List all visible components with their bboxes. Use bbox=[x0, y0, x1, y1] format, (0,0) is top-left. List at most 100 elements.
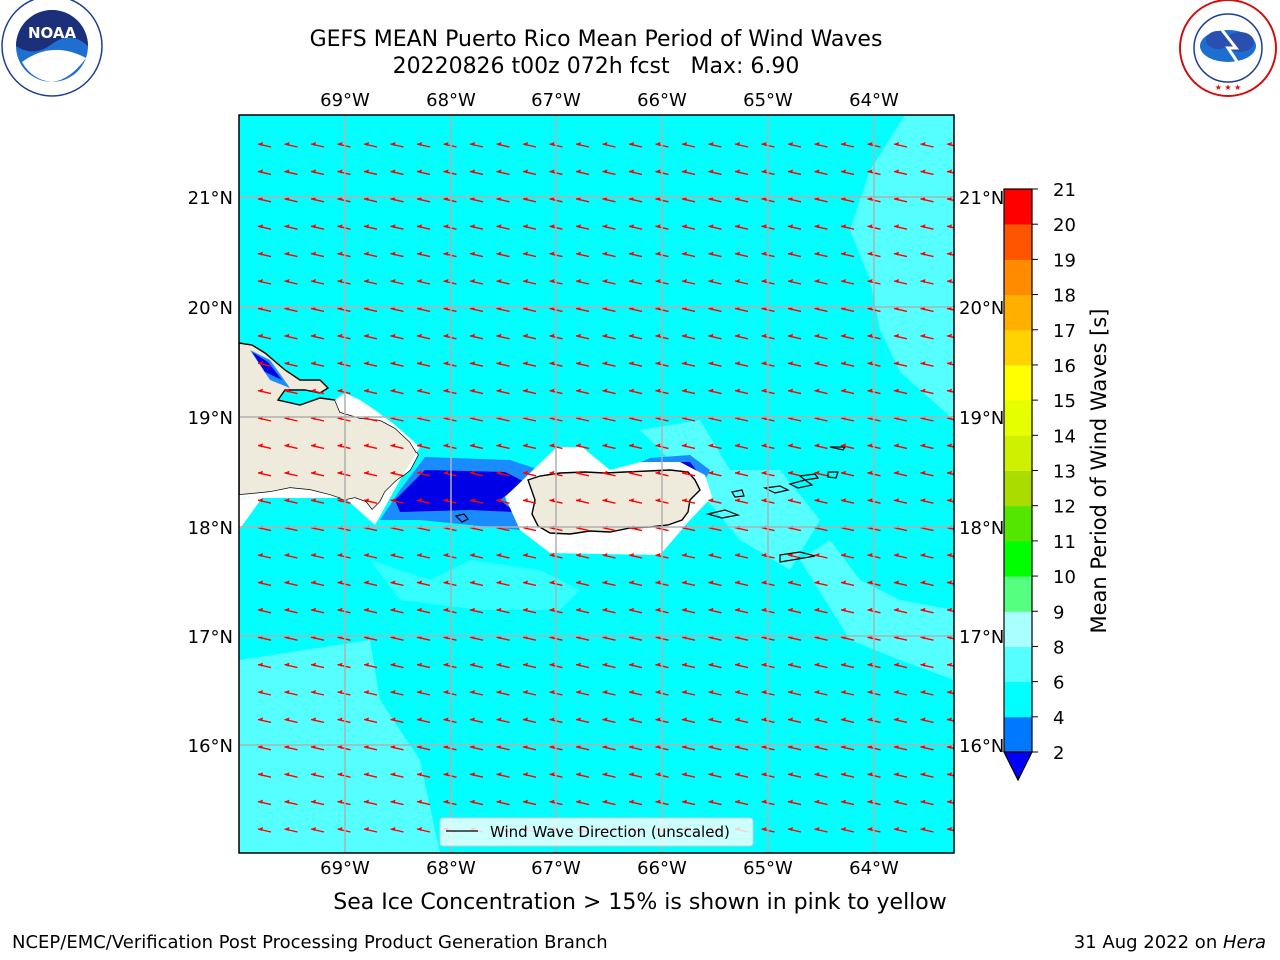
wind-arrow bbox=[310, 169, 325, 176]
wind-arrow bbox=[575, 388, 590, 395]
wind-arrow bbox=[814, 607, 828, 614]
wind-arrow bbox=[416, 196, 431, 203]
wind-arrow bbox=[814, 333, 828, 340]
wind-arrow bbox=[734, 251, 749, 258]
wind-arrow bbox=[575, 662, 590, 669]
wind-arrow bbox=[708, 744, 722, 751]
colorbar-segment bbox=[1004, 294, 1032, 331]
wind-arrow bbox=[469, 361, 484, 367]
wind-arrow bbox=[734, 470, 749, 477]
wind-arrow bbox=[390, 279, 404, 285]
wind-arrow bbox=[734, 279, 749, 285]
wind-arrow bbox=[628, 196, 643, 203]
wind-arrow bbox=[390, 470, 404, 477]
wind-arrow bbox=[443, 333, 457, 340]
wind-arrow bbox=[469, 142, 484, 148]
colorbar-segment bbox=[1004, 435, 1032, 471]
wind-arrow bbox=[708, 388, 722, 395]
wind-arrow bbox=[602, 498, 616, 504]
wind-arrow bbox=[708, 662, 722, 669]
wind-arrow bbox=[469, 799, 484, 806]
wind-arrow bbox=[734, 580, 749, 587]
lat-label-right: 20°N bbox=[959, 298, 1004, 319]
wind-arrow bbox=[390, 333, 404, 340]
wind-arrow bbox=[681, 251, 696, 258]
colorbar-tick-label: 2 bbox=[1053, 743, 1064, 764]
colorbar-tick-label: 14 bbox=[1053, 426, 1076, 447]
wind-arrow bbox=[522, 224, 537, 230]
wind-arrow bbox=[522, 580, 537, 587]
wind-arrow bbox=[920, 690, 934, 696]
wind-arrow bbox=[681, 333, 696, 340]
wind-arrow bbox=[787, 607, 802, 614]
wind-arrow bbox=[840, 607, 855, 614]
wind-arrow bbox=[522, 196, 537, 203]
wind-arrow bbox=[390, 553, 404, 559]
wind-arrow bbox=[496, 333, 510, 340]
wind-arrow bbox=[787, 744, 802, 751]
wind-arrow bbox=[443, 744, 457, 751]
wind-arrow bbox=[893, 142, 908, 148]
wind-arrow bbox=[363, 553, 378, 559]
lon-label-bottom: 66°W bbox=[637, 858, 687, 879]
wind-arrow bbox=[284, 717, 298, 724]
wind-arrow bbox=[522, 744, 537, 751]
wind-arrow bbox=[337, 333, 351, 340]
colorbar-tick-label: 10 bbox=[1053, 567, 1076, 588]
wind-arrow bbox=[814, 196, 828, 203]
wind-arrow bbox=[920, 361, 934, 367]
wind-arrow bbox=[893, 388, 908, 395]
wind-arrow bbox=[284, 361, 298, 367]
wind-arrow bbox=[681, 580, 696, 587]
noaa-logo: NOAA bbox=[1, 0, 103, 97]
wind-arrow bbox=[337, 169, 351, 176]
wind-arrow bbox=[416, 251, 431, 258]
wind-arrow bbox=[602, 580, 616, 587]
wind-arrow bbox=[310, 142, 325, 148]
wind-arrow bbox=[416, 498, 431, 504]
wind-arrow bbox=[575, 333, 590, 340]
wind-arrow bbox=[734, 224, 749, 230]
wind-arrow bbox=[920, 251, 934, 258]
wind-arrow bbox=[575, 717, 590, 724]
map-fields bbox=[239, 115, 954, 853]
wind-arrow bbox=[257, 799, 272, 806]
map-frame bbox=[238, 114, 955, 854]
wind-arrow bbox=[284, 662, 298, 669]
colorbar-segment bbox=[1004, 329, 1032, 366]
wind-arrow bbox=[814, 553, 828, 559]
wind-arrow bbox=[787, 498, 802, 504]
wind-arrow bbox=[363, 580, 378, 587]
wind-arrow bbox=[443, 717, 457, 724]
wind-arrow bbox=[390, 607, 404, 614]
lon-label-bottom: 67°W bbox=[531, 858, 581, 879]
wind-arrow bbox=[602, 717, 616, 724]
wind-arrow bbox=[814, 251, 828, 258]
wind-arrow bbox=[920, 799, 934, 806]
wind-arrow bbox=[496, 662, 510, 669]
wind-arrow bbox=[787, 142, 802, 148]
wind-arrow bbox=[363, 717, 378, 724]
wind-arrow bbox=[602, 142, 616, 148]
wind-arrow bbox=[681, 279, 696, 285]
wind-arrow bbox=[416, 827, 431, 833]
wind-arrow bbox=[469, 196, 484, 203]
wind-arrow bbox=[284, 690, 298, 696]
wind-arrow bbox=[920, 224, 934, 230]
wind-arrow bbox=[337, 553, 351, 559]
wind-arrow bbox=[443, 251, 457, 258]
wind-arrow bbox=[469, 553, 484, 559]
wind-arrow bbox=[787, 470, 802, 477]
wind-arrow bbox=[787, 196, 802, 203]
wind-arrow bbox=[602, 251, 616, 258]
wind-arrow bbox=[416, 279, 431, 285]
wind-arrow bbox=[257, 662, 272, 669]
colorbar-segment bbox=[1004, 540, 1032, 577]
wind-arrow bbox=[628, 279, 643, 285]
wind-arrow bbox=[337, 196, 351, 203]
wind-arrow bbox=[469, 251, 484, 258]
wind-arrow bbox=[443, 196, 457, 203]
wind-arrow bbox=[840, 772, 855, 778]
wind-arrow bbox=[920, 717, 934, 724]
wind-arrow bbox=[443, 799, 457, 806]
